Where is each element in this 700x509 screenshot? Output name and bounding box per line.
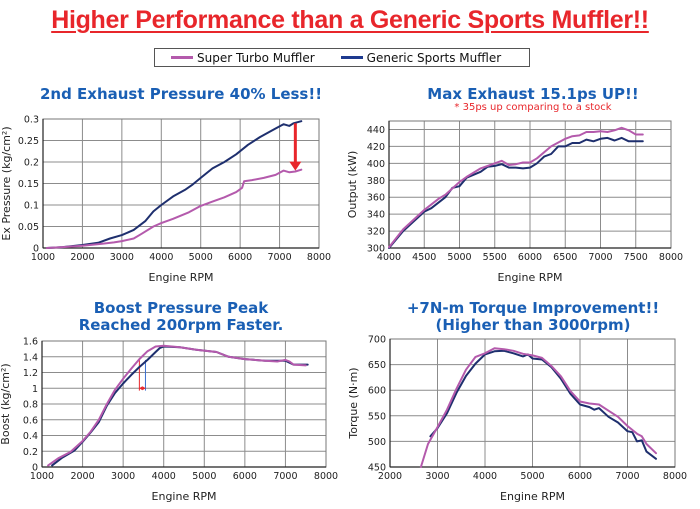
y-tick-label: 1.2 <box>23 368 38 379</box>
legend-item-super-turbo: Super Turbo Muffler <box>171 51 315 65</box>
page-title: Higher Performance than a Generic Sports… <box>51 6 649 34</box>
x-tick-label: 1000 <box>30 471 54 482</box>
y-tick-label: 0.3 <box>24 115 39 126</box>
x-tick-label: 6000 <box>233 471 257 482</box>
legend-swatch-super-turbo <box>171 56 193 59</box>
x-tick-label: 3000 <box>111 471 135 482</box>
y-tick-label: 320 <box>367 227 385 238</box>
y-tick-label: 0.6 <box>23 415 38 426</box>
series-line-generic <box>45 120 303 249</box>
y-tick-label: 0.05 <box>18 222 39 233</box>
y-axis-label: Ex Pressure (kg/cm²) <box>0 126 13 240</box>
x-axis-label: Engine RPM <box>500 490 565 503</box>
legend-label-super-turbo: Super Turbo Muffler <box>197 50 315 65</box>
y-tick-label: 0.2 <box>24 158 39 169</box>
chart-subtitle-output: * 35ps up comparing to a stock <box>454 102 612 113</box>
x-tick-label: 3000 <box>110 252 134 263</box>
chart-title-torque: +7N-m Torque Improvement!! (Higher than … <box>406 299 660 334</box>
x-tick-label: 5000 <box>447 252 471 263</box>
y-tick-label: 0.1 <box>24 201 39 212</box>
chart-title-exhaust: 2nd Exhaust Pressure 40% Less!! <box>39 85 323 103</box>
x-tick-label: 8000 <box>659 252 683 263</box>
y-tick-label: 700 <box>368 335 386 346</box>
y-tick-label: 400 <box>367 159 385 170</box>
x-tick-label: 3000 <box>425 471 449 482</box>
chart-boost: 1000 2000 3000 4000 5000 6000 7000 8000 0 0.2 0.4 0… <box>0 337 338 504</box>
y-axis-label: Output (kW) <box>346 151 359 219</box>
x-tick-label: 2000 <box>70 252 94 263</box>
x-tick-label: 6500 <box>553 252 577 263</box>
chart-title-output: Max Exhaust 15.1ps UP!! <box>427 85 639 103</box>
x-tick-label: 2000 <box>378 471 402 482</box>
x-tick-label: 1000 <box>31 252 55 263</box>
y-axis-label: Torque (N·m) <box>347 367 360 439</box>
x-tick-label: 2000 <box>70 471 94 482</box>
x-tick-label: 7000 <box>615 471 639 482</box>
x-tick-label: 7000 <box>267 252 291 263</box>
series-line-super-turbo <box>419 347 657 468</box>
x-axis-label: Engine RPM <box>149 271 214 284</box>
chart-title-boost: Boost Pressure Peak Reached 200rpm Faste… <box>78 299 284 334</box>
y-tick-label: 1.6 <box>23 337 38 348</box>
reduction-arrow-head <box>289 161 302 171</box>
x-tick-label: 4000 <box>377 252 401 263</box>
y-tick-label: 500 <box>368 437 386 448</box>
x-tick-label: 4500 <box>412 252 436 263</box>
y-tick-label: 600 <box>368 386 386 397</box>
y-tick-label: 1 <box>32 384 38 395</box>
legend-label-generic: Generic Sports Muffler <box>366 50 502 65</box>
series-line-super-turbo <box>45 168 303 249</box>
x-tick-label: 6000 <box>518 252 542 263</box>
x-tick-label: 5000 <box>189 252 213 263</box>
y-tick-label: 1.4 <box>23 352 38 363</box>
x-tick-label: 6000 <box>228 252 252 263</box>
y-tick-label: 650 <box>368 360 386 371</box>
y-tick-label: 360 <box>367 193 385 204</box>
x-tick-label: 5500 <box>483 252 507 263</box>
x-axis-label: Engine RPM <box>152 490 217 503</box>
y-tick-label: 420 <box>367 142 385 153</box>
rpm-difference-arrowheads <box>139 386 146 391</box>
x-tick-label: 5000 <box>192 471 216 482</box>
x-tick-label: 4000 <box>152 471 176 482</box>
chart-torque: 2000 3000 4000 5000 6000 7000 8000 450 500 550 600… <box>347 335 687 504</box>
y-tick-label: 340 <box>367 210 385 221</box>
series-line-super-turbo <box>47 344 307 467</box>
y-tick-label: 0.8 <box>23 400 38 411</box>
legend-item-generic: Generic Sports Muffler <box>340 50 502 65</box>
x-tick-label: 4000 <box>149 252 173 263</box>
y-tick-label: 0.4 <box>23 431 38 442</box>
x-tick-label: 7000 <box>588 252 612 263</box>
y-tick-label: 0 <box>32 463 38 474</box>
y-tick-label: 0.15 <box>18 179 39 190</box>
legend: Super Turbo Muffler Generic Sports Muffl… <box>154 48 530 67</box>
y-tick-label: 380 <box>367 176 385 187</box>
y-tick-label: 300 <box>367 244 385 255</box>
x-tick-label: 4000 <box>473 471 497 482</box>
chart-exhaust: 1000 2000 3000 4000 5000 6000 7000 8000 0 0.05 0.1… <box>0 115 331 285</box>
x-tick-label: 8000 <box>663 471 687 482</box>
x-tick-label: 6000 <box>568 471 592 482</box>
y-axis-label: Boost (kg/cm²) <box>0 363 12 444</box>
y-tick-label: 440 <box>367 125 385 136</box>
legend-swatch-generic <box>340 56 363 59</box>
x-tick-label: 7500 <box>624 252 648 263</box>
series-line-super-turbo <box>388 126 644 249</box>
y-tick-label: 550 <box>368 411 386 422</box>
chart-output: 4000 4500 5000 5500 6000 6500 7000 7500 8000 300 3… <box>346 120 683 284</box>
y-tick-label: 0.2 <box>23 447 38 458</box>
x-axis-label: Engine RPM <box>498 271 563 284</box>
x-tick-label: 8000 <box>314 471 338 482</box>
x-tick-label: 8000 <box>307 252 331 263</box>
x-tick-label: 7000 <box>273 471 297 482</box>
y-tick-label: 0.25 <box>18 136 39 147</box>
x-tick-label: 5000 <box>520 471 544 482</box>
y-tick-label: 450 <box>368 463 386 474</box>
y-tick-label: 0 <box>33 244 39 255</box>
